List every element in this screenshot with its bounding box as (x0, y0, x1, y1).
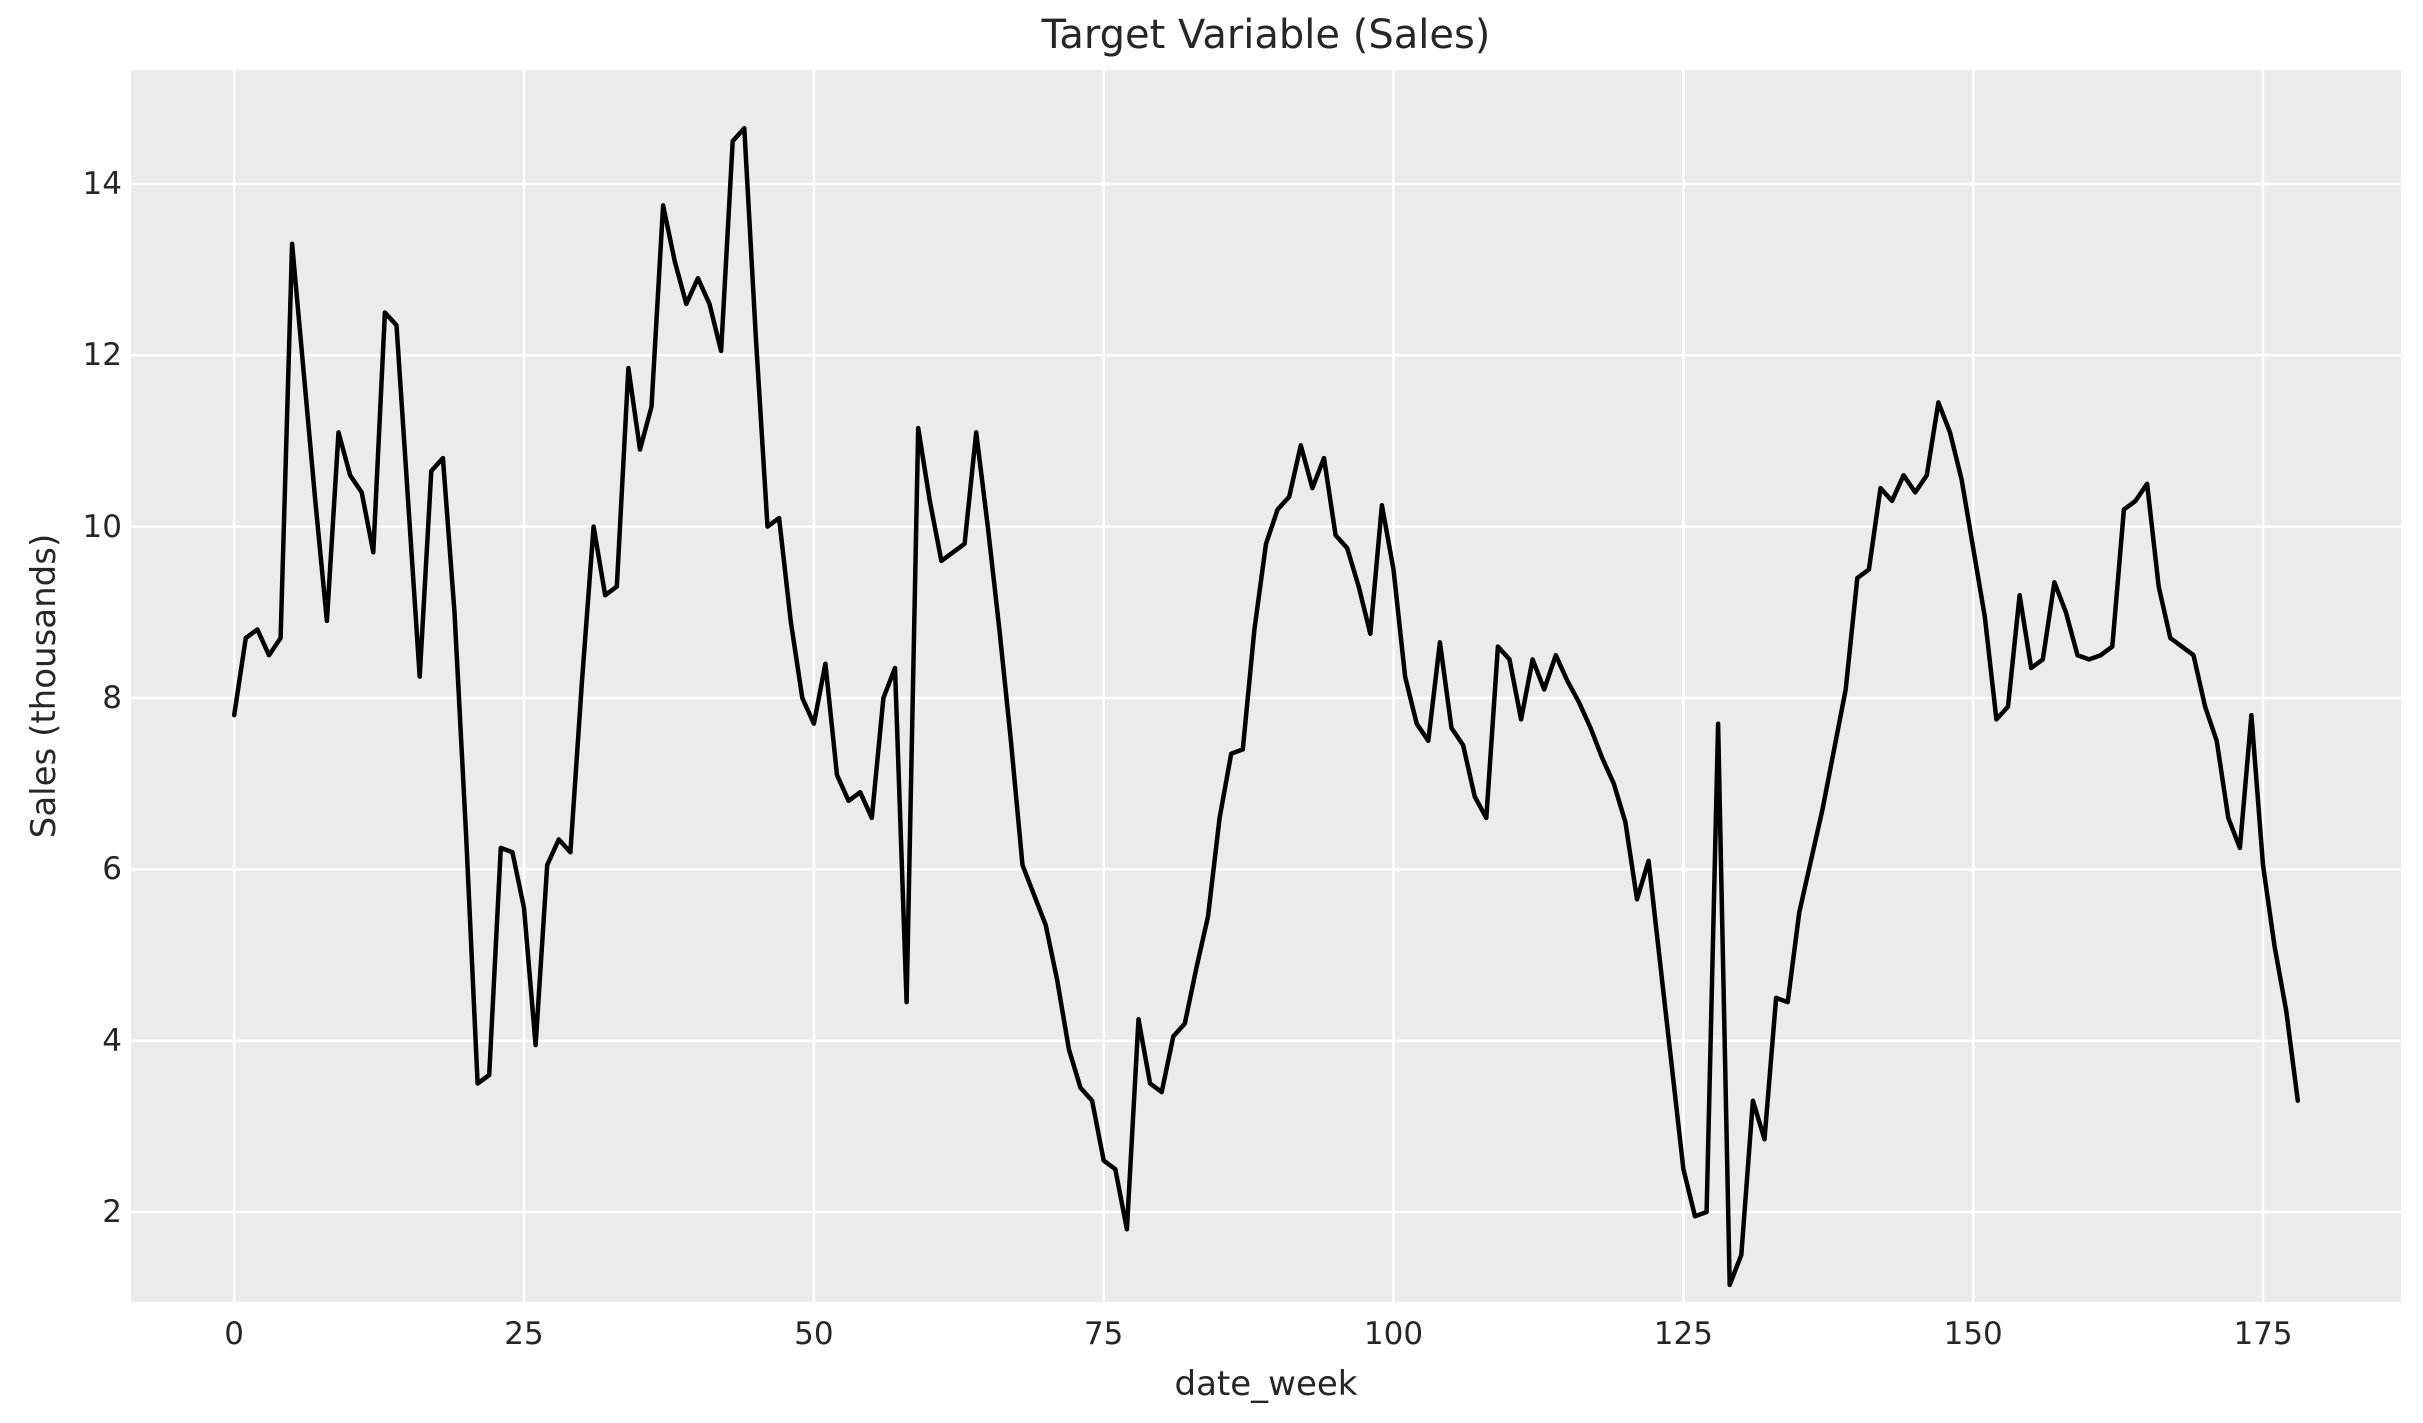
y-tick-label: 2 (102, 1194, 122, 1231)
y-axis-label: Sales (thousands) (24, 533, 64, 839)
x-axis-label: date_week (1174, 1364, 1358, 1404)
x-tick-label: 100 (1363, 1316, 1424, 1352)
x-tick-label: 0 (224, 1316, 245, 1352)
x-tick-label: 25 (504, 1316, 544, 1352)
chart-canvas (131, 70, 2401, 1302)
y-tick-label: 12 (82, 337, 122, 374)
sales-line (231, 126, 2301, 1288)
y-tick-label: 4 (102, 1022, 122, 1059)
y-tick-label: 8 (102, 679, 122, 716)
plot-area (131, 70, 2401, 1302)
y-tick-label: 14 (82, 165, 122, 202)
y-tick-label: 10 (82, 508, 122, 545)
x-tick-label: 75 (1083, 1316, 1124, 1352)
y-tick-label: 6 (102, 851, 122, 888)
x-tick-label: 50 (794, 1316, 834, 1352)
chart-title: Target Variable (Sales) (1041, 12, 1491, 58)
x-tick-label: 175 (2233, 1316, 2293, 1352)
x-tick-label: 150 (1943, 1316, 2003, 1352)
x-tick-label: 125 (1653, 1316, 1713, 1352)
